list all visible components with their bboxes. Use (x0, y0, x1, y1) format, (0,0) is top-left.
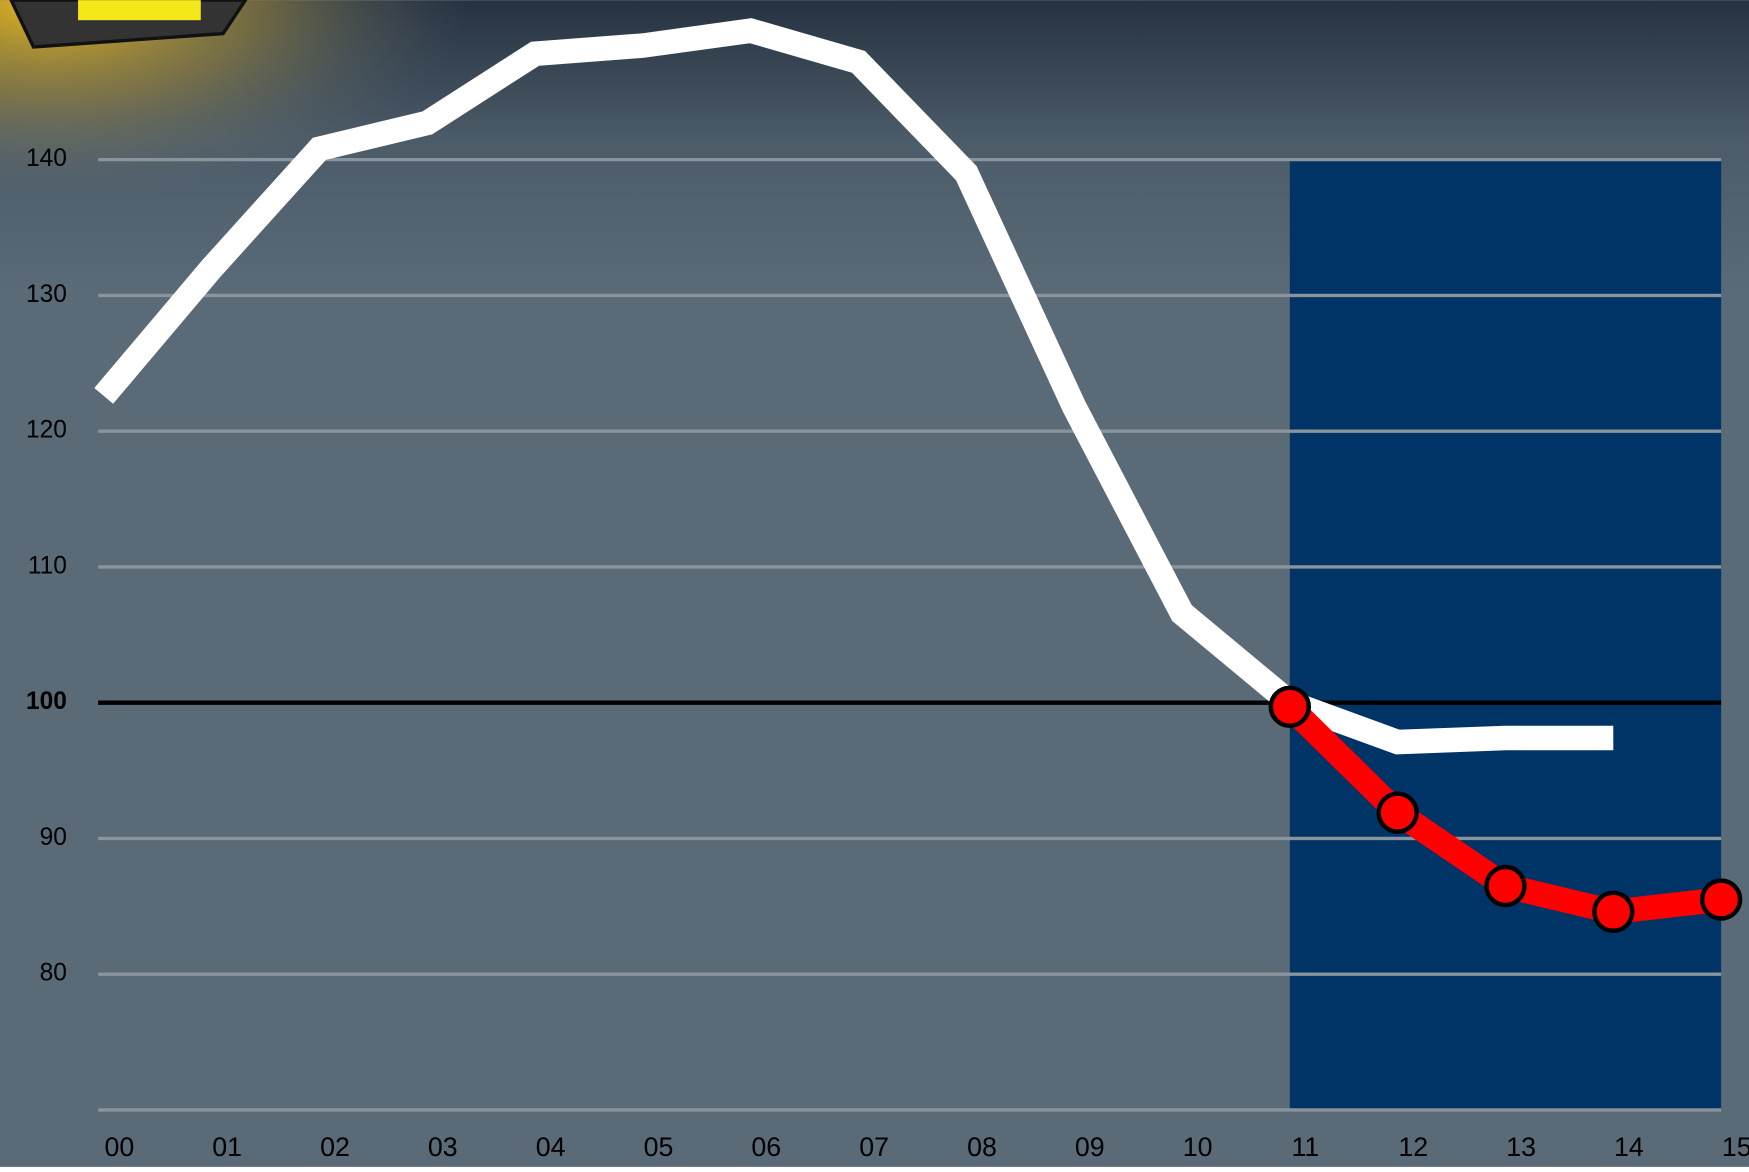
x-tick-label: 09 (1075, 1132, 1105, 1162)
y-tick-label: 80 (40, 960, 67, 987)
x-tick-label: 11 (1292, 1132, 1320, 1162)
point-marker (1484, 864, 1527, 908)
x-tick-label: 10 (1183, 1132, 1213, 1162)
y-tick-label: 130 (26, 281, 67, 308)
x-tick-label: 12 (1398, 1132, 1428, 1162)
point-marker (1268, 685, 1312, 728)
point-marker (1699, 878, 1743, 921)
y-tick-label: 140 (26, 145, 67, 172)
x-tick-label: 13 (1506, 1132, 1536, 1162)
x-tick-label: 02 (320, 1132, 350, 1162)
x-tick-label: 15 (1722, 1132, 1749, 1162)
x-tick-label: 00 (104, 1132, 134, 1162)
x-tick-label: 01 (212, 1132, 242, 1162)
y-tick-label: 100 (26, 688, 67, 715)
point-marker (1592, 890, 1635, 933)
y-tick-label: 90 (40, 824, 67, 851)
y-tick-label: 120 (26, 417, 67, 444)
x-tick-label: 14 (1614, 1132, 1644, 1162)
x-tick-label: 07 (859, 1132, 889, 1162)
y-tick-label: 110 (28, 552, 67, 579)
x-tick-label: 04 (536, 1132, 566, 1162)
forecast-region (1289, 159, 1722, 1110)
x-tick-label: 08 (967, 1132, 997, 1162)
icon (9, 0, 248, 49)
x-tick-label: 06 (751, 1132, 781, 1162)
x-tick-label: 05 (644, 1132, 674, 1162)
point-marker (1376, 791, 1419, 834)
series-line (94, 18, 1614, 755)
x-tick-label: 03 (428, 1132, 458, 1162)
